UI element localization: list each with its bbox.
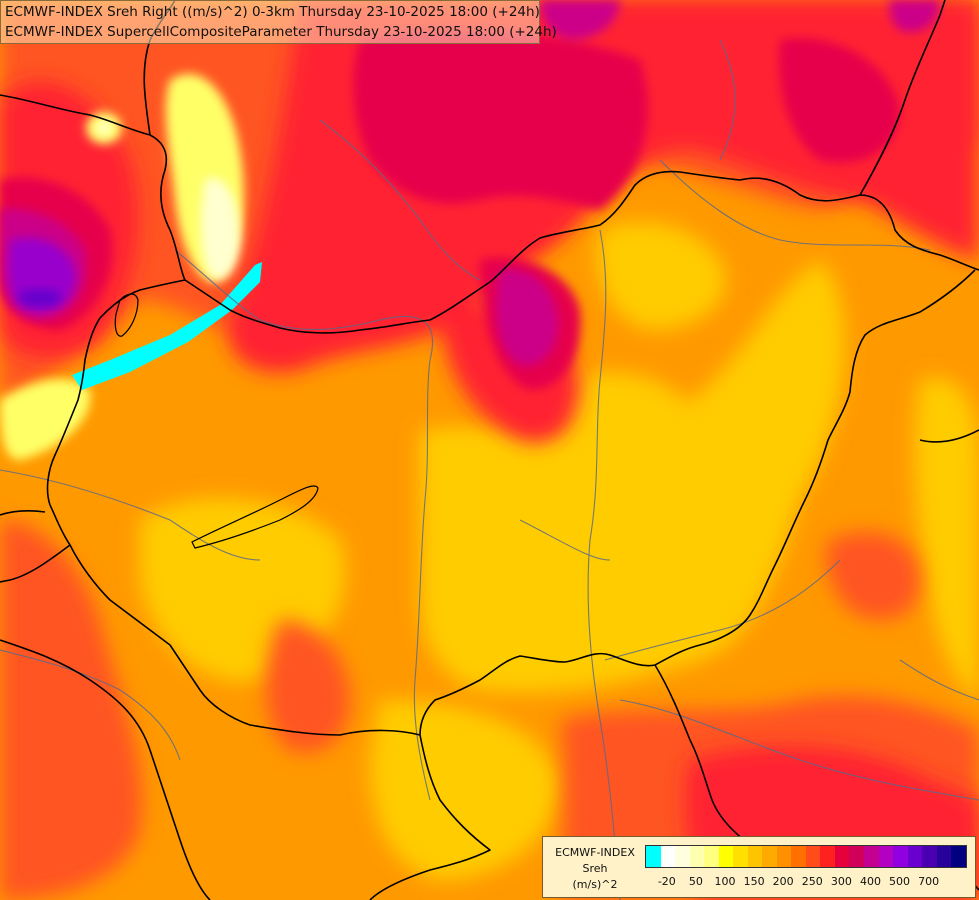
legend-swatch [675,846,690,867]
field-violet [18,289,62,307]
legend-swatch [704,846,719,867]
legend-swatch [776,846,792,867]
title-line-2: ECMWF-INDEX SupercellCompositeParameter … [5,24,557,40]
title-box: ECMWF-INDEX Sreh Right ((m/s)^2) 0-3km T… [0,0,557,44]
legend-swatch [922,846,937,867]
legend-swatch [791,846,806,867]
field-cyan [72,262,262,390]
lake-neusiedl [114,293,139,337]
lake-balaton [191,485,319,549]
field-yellow [140,221,979,880]
title-line-1: ECMWF-INDEX Sreh Right ((m/s)^2) 0-3km T… [5,4,540,20]
legend-swatches [645,845,967,868]
legend-tick-label: 200 [772,875,794,888]
legend-tick-label: 700 [918,875,940,888]
legend-swatch [863,846,879,867]
legend-swatch [718,846,734,867]
legend-swatch [733,846,748,867]
legend-tick-label: -20 [657,875,676,888]
legend-swatch [805,846,821,867]
legend-swatch [820,846,835,867]
legend-tick-label: 250 [801,875,823,888]
legend-tick-label: 500 [889,875,911,888]
legend-swatch [762,846,777,867]
legend-swatch [907,846,923,867]
field-crimson [0,29,900,390]
legend-tick-label: 400 [859,875,881,888]
legend-swatch [893,846,908,867]
legend-tick-label: 100 [714,875,736,888]
legend-swatch [849,846,864,867]
legend-swatch [689,846,705,867]
legend-ticks: -20 50 100 150 200 250 300 400 500 700 [645,875,965,889]
legend-swatch [936,846,952,867]
legend-swatch [951,846,966,867]
legend-swatch [834,846,850,867]
legend-tick-label: 300 [830,875,852,888]
legend-tick-label: 50 [688,875,703,888]
legend-swatch [660,846,676,867]
legend-parameter-label: Sreh [582,862,608,875]
color-legend: ECMWF-INDEX Sreh (m/s)^2 -20 50 100 150 200 2… [542,836,976,898]
legend-unit-label: (m/s)^2 [572,878,618,891]
legend-swatch [646,846,661,867]
legend-model-label: ECMWF-INDEX [555,846,635,859]
legend-swatch [747,846,763,867]
legend-tick-label: 150 [743,875,765,888]
field-pale [96,121,240,280]
legend-swatch [878,846,894,867]
